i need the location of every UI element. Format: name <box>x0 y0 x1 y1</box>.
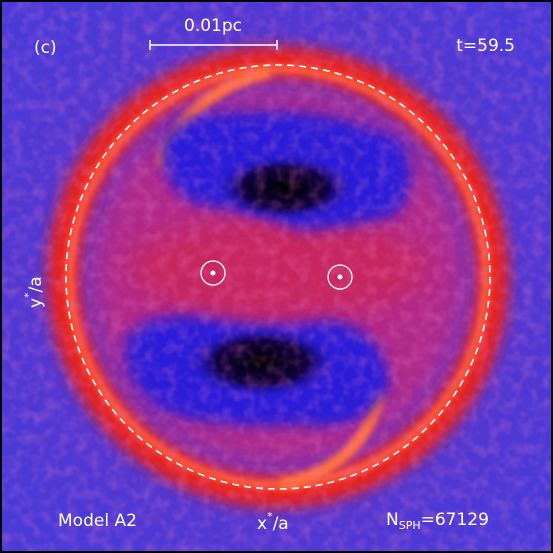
particle-count-label: NSPH=67129 <box>386 510 489 532</box>
star-ring <box>200 260 226 286</box>
dashed-circle <box>65 64 491 490</box>
particle-count-sub: SPH <box>399 519 421 532</box>
x-axis-label: x*/a <box>257 510 289 534</box>
x-axis-label-rest: /a <box>273 514 289 534</box>
star <box>210 270 216 276</box>
y-axis-label: y*/a <box>22 276 46 308</box>
model-label: Model A2 <box>58 511 137 531</box>
x-axis-label-base: x <box>257 514 267 534</box>
time-label: t=59.5 <box>456 36 515 56</box>
particle-count-base: N <box>386 510 399 530</box>
scale-bar-label: 0.01pc <box>184 16 242 36</box>
y-axis-label-sup: * <box>22 292 35 298</box>
y-axis-label-base: y <box>26 298 46 308</box>
particle-count-rest: =67129 <box>421 510 489 530</box>
star-ring <box>327 264 353 290</box>
panel-label: (c) <box>34 38 57 58</box>
x-axis-label-sup: * <box>267 510 273 523</box>
y-axis-label-rest: /a <box>26 276 46 292</box>
star <box>337 274 343 280</box>
